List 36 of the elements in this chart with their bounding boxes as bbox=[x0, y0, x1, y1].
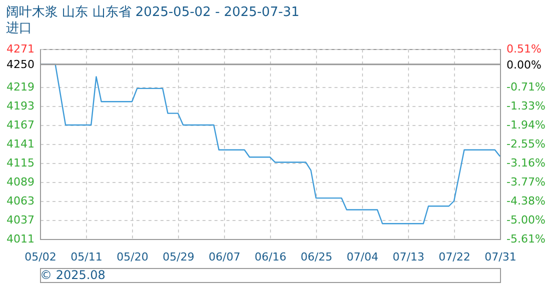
chart-title: 阔叶木浆 山东 山东省 2025-05-02 - 2025-07-31 bbox=[6, 5, 300, 20]
y-tick-label: 4193 bbox=[6, 100, 34, 112]
chart-subtitle: 进口 bbox=[6, 21, 32, 36]
y-tick-label: 4167 bbox=[6, 118, 34, 132]
y2-tick-label: -4.38% bbox=[506, 194, 546, 208]
x-tick-label: 05/11 bbox=[70, 250, 102, 264]
y2-tick-label: -5.61% bbox=[506, 232, 546, 246]
y2-tick-label: -5.00% bbox=[506, 214, 546, 227]
x-tick-label: 07/22 bbox=[438, 250, 470, 264]
y2-tick-label: -3.16% bbox=[506, 156, 546, 170]
y-tick-label: 4250 bbox=[6, 58, 34, 71]
text: © 2025.08 bbox=[40, 268, 106, 282]
y-tick-label: 4089 bbox=[6, 176, 34, 188]
y2-tick-label: 0.51% bbox=[506, 42, 542, 56]
y2-tick-label: -0.71% bbox=[506, 80, 546, 94]
x-tick-label: 05/20 bbox=[116, 250, 148, 264]
x-tick-label: 07/31 bbox=[484, 250, 516, 264]
x-tick-label: 05/29 bbox=[162, 250, 194, 264]
y2-tick-label: -1.33% bbox=[506, 100, 546, 113]
y2-tick-label: 0.00% bbox=[506, 58, 542, 72]
y2-tick-label: -1.94% bbox=[506, 118, 546, 132]
y-tick-label: 4141 bbox=[6, 138, 34, 150]
y-tick-label: 4271 bbox=[6, 42, 34, 56]
x-tick-label: 06/07 bbox=[208, 250, 240, 264]
y-tick-label: 4011 bbox=[6, 232, 34, 246]
y-tick-label: 4219 bbox=[6, 80, 34, 94]
x-tick-label: 07/13 bbox=[392, 250, 424, 264]
x-tick-label: 06/16 bbox=[254, 250, 286, 264]
y-tick-label: 4115 bbox=[6, 156, 34, 170]
y-tick-label: 4063 bbox=[6, 194, 34, 208]
y2-tick-label: -2.55% bbox=[506, 138, 546, 150]
x-tick-label: 06/25 bbox=[300, 250, 332, 264]
x-tick-label: 07/04 bbox=[346, 250, 378, 264]
y2-tick-label: -3.77% bbox=[506, 175, 546, 188]
x-tick-label: 05/02 bbox=[24, 250, 56, 264]
y-tick-label: 4037 bbox=[6, 214, 34, 226]
